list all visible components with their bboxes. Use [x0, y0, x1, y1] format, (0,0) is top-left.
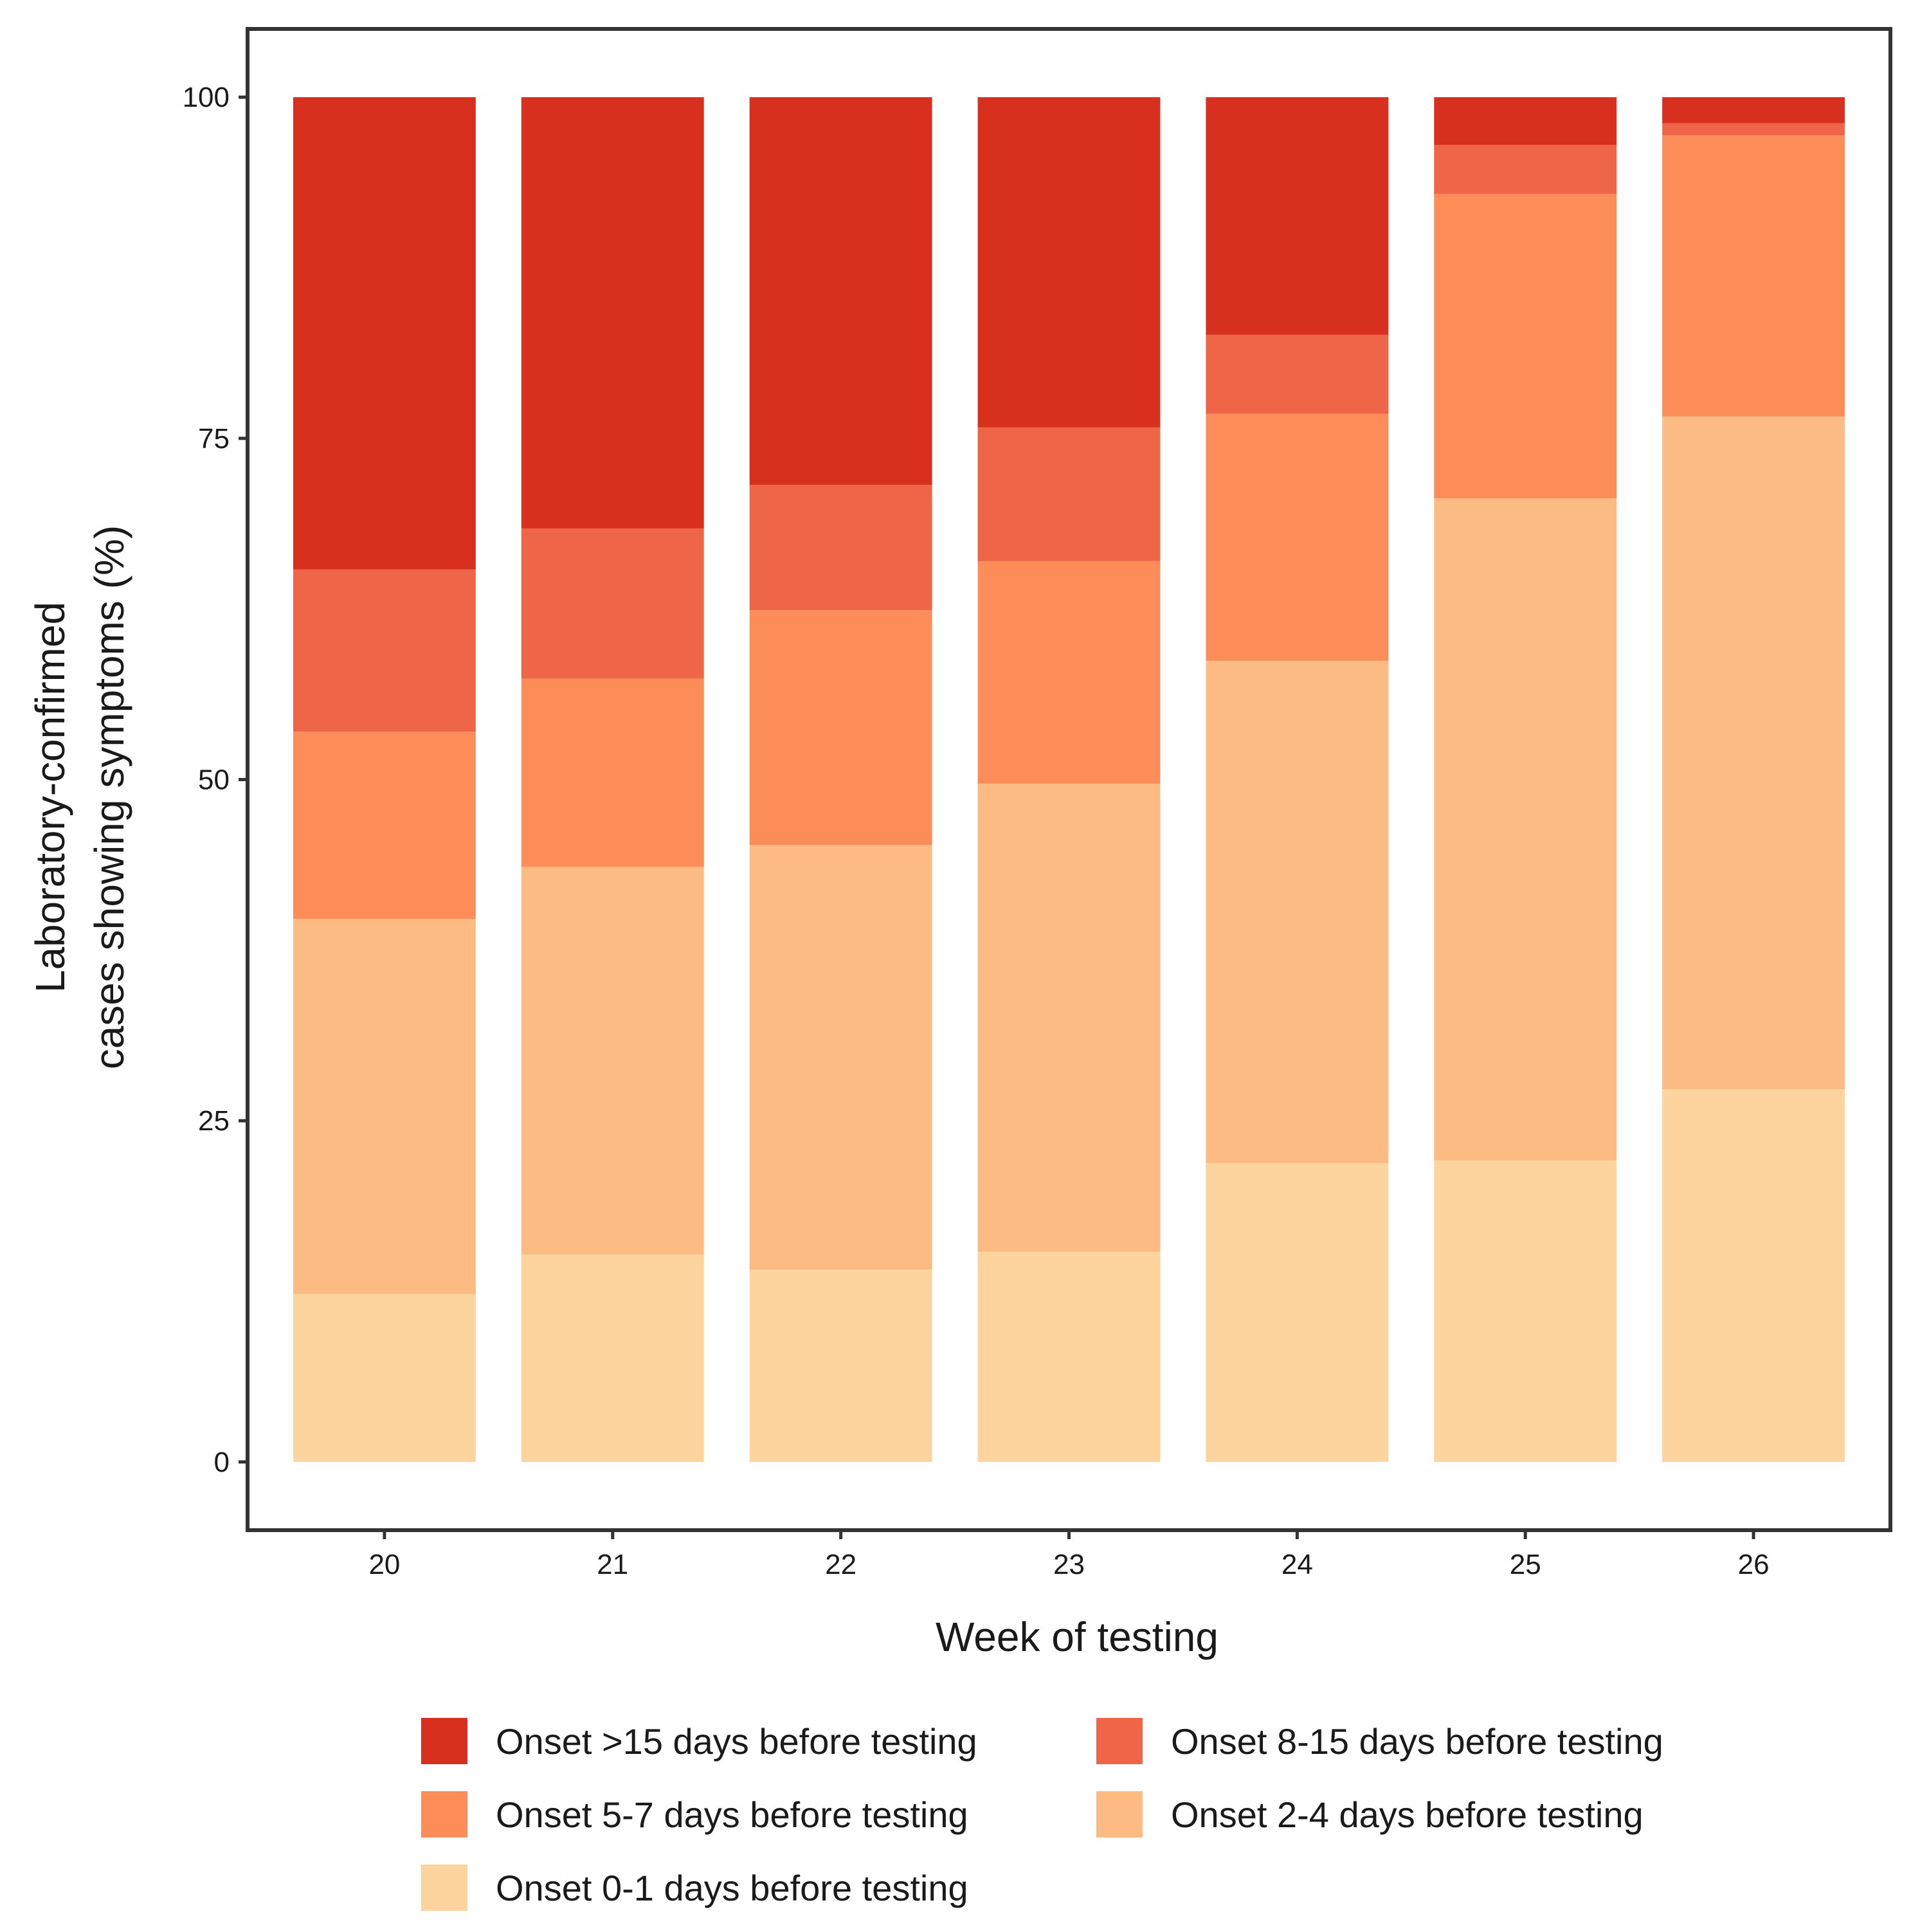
legend-swatch [1096, 1718, 1143, 1764]
y-axis-title: Laboratory-confirmed cases showing sympt… [27, 525, 132, 1069]
bar-segment-week-23-series-0 [977, 1251, 1161, 1462]
x-tick-label: 23 [1053, 1549, 1085, 1580]
bar-segment-week-22-series-0 [749, 1269, 932, 1462]
bar-segment-week-25-series-1 [1434, 498, 1617, 1160]
bar-segment-week-25-series-4 [1434, 97, 1617, 145]
x-tick-label: 20 [368, 1549, 400, 1580]
bar-segment-week-21-series-0 [521, 1254, 704, 1462]
legend-label: Onset 5-7 days before testing [496, 1794, 968, 1835]
bar-segment-week-24-series-2 [1206, 413, 1389, 661]
bar-segment-week-23-series-4 [977, 97, 1161, 428]
y-tick-label: 100 [183, 82, 230, 113]
bar-segment-week-24-series-3 [1206, 334, 1389, 414]
y-axis-title-line-1: Laboratory-confirmed [27, 602, 73, 993]
bar-segment-week-21-series-1 [521, 867, 704, 1255]
bar-segment-week-22-series-1 [749, 845, 932, 1270]
bar-segment-week-25-series-0 [1434, 1160, 1617, 1462]
legend-item-1: Onset 2-4 days before testing [1096, 1791, 1644, 1837]
legend-label: Onset 2-4 days before testing [1171, 1794, 1644, 1835]
legend-item-4: Onset >15 days before testing [421, 1718, 977, 1764]
bar-segment-week-20-series-1 [293, 919, 476, 1294]
legend-swatch [1096, 1791, 1143, 1837]
legend-swatch [421, 1791, 467, 1837]
bars-layer [293, 97, 1845, 1462]
bar-segment-week-23-series-3 [977, 427, 1161, 561]
bar-segment-week-21-series-3 [521, 528, 704, 679]
bar-segment-week-21-series-4 [521, 97, 704, 528]
bar-segment-week-24-series-0 [1206, 1162, 1389, 1462]
bar-segment-week-23-series-2 [977, 561, 1161, 784]
legend: Onset >15 days before testing Onset 8-15 … [421, 1718, 1663, 1911]
bar-segment-week-26-series-3 [1662, 123, 1845, 136]
y-tick-label: 75 [198, 423, 230, 455]
x-tick-label: 22 [825, 1549, 856, 1580]
legend-label: Onset 8-15 days before testing [1171, 1721, 1663, 1762]
x-tick-label: 21 [597, 1549, 628, 1580]
legend-swatch [421, 1864, 467, 1911]
y-tick-label: 0 [214, 1447, 230, 1478]
x-tick-label: 25 [1510, 1549, 1541, 1580]
bar-segment-week-26-series-0 [1662, 1089, 1845, 1462]
y-tick-label: 50 [198, 764, 230, 796]
bar-segment-week-24-series-4 [1206, 97, 1389, 335]
bar-segment-week-26-series-2 [1662, 135, 1845, 417]
bar-segment-week-22-series-3 [749, 484, 932, 611]
y-axis: 0 25 50 75 100 [183, 82, 248, 1478]
bar-segment-week-22-series-2 [749, 610, 932, 845]
x-axis-title: Week of testing [936, 1614, 1218, 1660]
legend-item-2: Onset 5-7 days before testing [421, 1791, 968, 1837]
bar-segment-week-25-series-2 [1434, 194, 1617, 499]
bar-segment-week-20-series-2 [293, 732, 476, 919]
bar-segment-week-25-series-3 [1434, 145, 1617, 194]
bar-segment-week-20-series-3 [293, 569, 476, 732]
y-tick-label: 25 [198, 1105, 230, 1137]
x-tick-label: 26 [1738, 1549, 1770, 1580]
bar-segment-week-24-series-1 [1206, 660, 1389, 1163]
bar-segment-week-26-series-4 [1662, 97, 1845, 123]
legend-swatch [421, 1718, 467, 1764]
y-axis-title-line-2: cases showing symptoms (%) [86, 525, 132, 1069]
bar-segment-week-22-series-4 [749, 97, 932, 485]
legend-label: Onset 0-1 days before testing [496, 1868, 968, 1908]
bar-segment-week-23-series-1 [977, 783, 1161, 1252]
bar-segment-week-20-series-4 [293, 97, 476, 570]
bar-segment-week-20-series-0 [293, 1294, 476, 1462]
bar-segment-week-26-series-1 [1662, 416, 1845, 1090]
legend-label: Onset >15 days before testing [496, 1721, 977, 1762]
legend-item-3: Onset 8-15 days before testing [1096, 1718, 1663, 1764]
x-axis: 20 21 22 23 24 25 26 [368, 1530, 1770, 1580]
legend-item-0: Onset 0-1 days before testing [421, 1864, 968, 1911]
bar-segment-week-21-series-2 [521, 678, 704, 867]
x-tick-label: 24 [1281, 1549, 1313, 1580]
